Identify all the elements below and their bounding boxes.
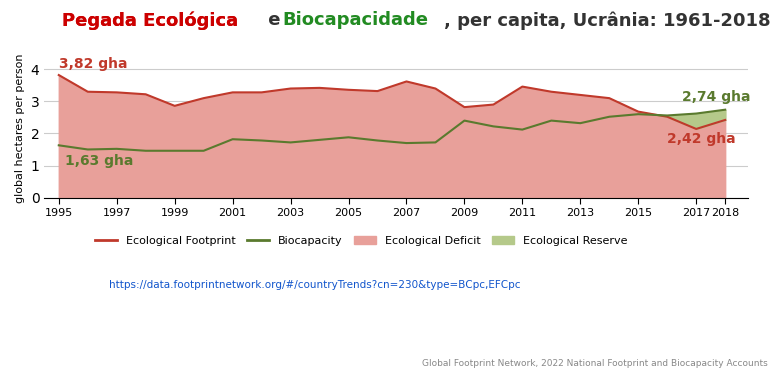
Text: 3,82 gha: 3,82 gha	[59, 57, 127, 71]
Text: 2,42 gha: 2,42 gha	[667, 132, 735, 146]
Text: Pegada Ecológica: Pegada Ecológica	[62, 11, 238, 30]
Legend: Ecological Footprint, Biocapacity, Ecological Deficit, Ecological Reserve: Ecological Footprint, Biocapacity, Ecolo…	[91, 231, 632, 250]
Text: , per capita, Ucrânia: 1961-2018: , per capita, Ucrânia: 1961-2018	[444, 11, 770, 30]
Text: Pegada Ecológica: Pegada Ecológica	[62, 11, 238, 30]
Y-axis label: global hectares per person: global hectares per person	[15, 54, 25, 203]
Text: Biocapacidade: Biocapacidade	[283, 11, 429, 29]
Text: e: e	[262, 11, 287, 29]
Text: 1,63 gha: 1,63 gha	[64, 154, 133, 168]
Text: 2,74 gha: 2,74 gha	[682, 90, 750, 104]
Text: Global Footprint Network, 2022 National Footprint and Biocapacity Accounts: Global Footprint Network, 2022 National …	[422, 359, 767, 368]
Text: https://data.footprintnetwork.org/#/countryTrends?cn=230&type=BCpc,EFCpc: https://data.footprintnetwork.org/#/coun…	[109, 280, 520, 290]
